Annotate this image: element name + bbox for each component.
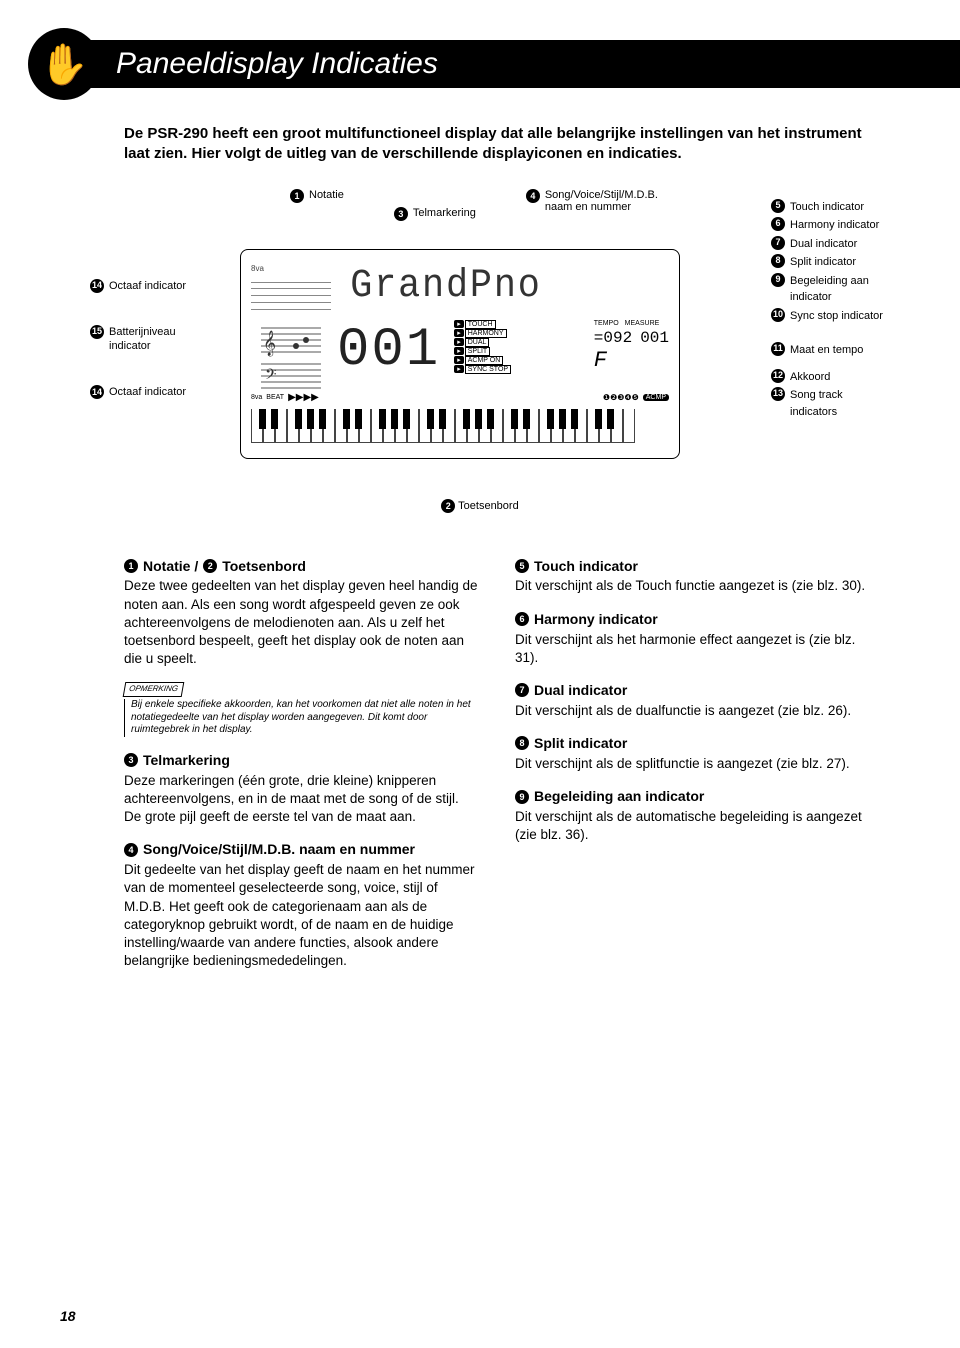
callout-12: Akkoord <box>790 369 830 386</box>
callout-7: Dual indicator <box>790 236 857 253</box>
callout-14: Octaaf indicator <box>109 279 186 293</box>
display-diagram: 1Notatie 3Telmarkering 4Song/Voice/Stijl… <box>90 189 880 489</box>
svg-text:𝄞: 𝄞 <box>263 330 276 356</box>
section-6-body: Dit verschijnt als het harmonie effect a… <box>515 631 870 667</box>
callout-4: Song/Voice/Stijl/M.D.B. naam en nummer <box>545 189 675 213</box>
section-9-body: Dit verschijnt als de automatische begel… <box>515 808 870 844</box>
callout-14b: Octaaf indicator <box>109 385 186 399</box>
callout-3: Telmarkering <box>413 207 476 219</box>
lcd-voice-name: GrandPno <box>350 264 655 309</box>
section-4-title: 4Song/Voice/Stijl/M.D.B. naam en nummer <box>124 840 479 859</box>
lcd-panel: 8va GrandPno <box>240 249 680 459</box>
section-7-body: Dit verschijnt als de dualfunctie is aan… <box>515 702 870 720</box>
callout-2: 2 Toetsenbord <box>0 499 960 513</box>
section-5-body: Dit verschijnt als de Touch functie aang… <box>515 577 870 595</box>
svg-text:𝄢: 𝄢 <box>265 366 277 386</box>
section-4-body: Dit gedeelte van het display geeft de na… <box>124 861 479 970</box>
clef-icon: 𝄞 𝄢 <box>251 320 331 390</box>
callout-8: Split indicator <box>790 254 856 271</box>
page-number: 18 <box>60 1308 76 1324</box>
callout-6: Harmony indicator <box>790 217 879 234</box>
section-1-2-title: 1Notatie / 2Toetsenbord <box>124 557 479 576</box>
section-7-title: 7Dual indicator <box>515 681 870 700</box>
lcd-chord: F <box>594 348 669 373</box>
callout-5: Touch indicator <box>790 199 864 216</box>
note-box: OPMERKING Bij enkele specifieke akkoorde… <box>124 678 479 736</box>
section-8-body: Dit verschijnt als de splitfunctie is aa… <box>515 755 870 773</box>
section-3-title: 3Telmarkering <box>124 751 479 770</box>
callout-1: Notatie <box>309 189 344 201</box>
lcd-measure: 001 <box>640 329 669 347</box>
section-6-title: 6Harmony indicator <box>515 610 870 629</box>
callout-9: Begeleiding aan indicator <box>790 273 890 306</box>
hand-icon: ✋ <box>28 28 100 100</box>
intro-text: De PSR-290 heeft een groot multifunction… <box>124 124 870 165</box>
title-banner: ✋ Paneeldisplay Indicaties <box>0 28 960 100</box>
section-1-2-body: Deze twee gedeelten van het display geve… <box>124 577 479 668</box>
callout-11: Maat en tempo <box>790 342 863 359</box>
section-3-body: Deze markeringen (één grote, drie kleine… <box>124 772 479 827</box>
callout-15: Batterijniveau indicator <box>109 325 189 354</box>
section-5-title: 5Touch indicator <box>515 557 870 576</box>
lcd-number: 001 <box>337 320 440 381</box>
section-9-title: 9Begeleiding aan indicator <box>515 787 870 806</box>
lcd-tempo: =092 <box>594 329 632 347</box>
keyboard-icon <box>251 409 669 443</box>
callout-10: Sync stop indicator <box>790 308 883 325</box>
callout-13: Song track indicators <box>790 387 870 420</box>
section-8-title: 8Split indicator <box>515 734 870 753</box>
page-title: Paneeldisplay Indicaties <box>80 40 960 88</box>
